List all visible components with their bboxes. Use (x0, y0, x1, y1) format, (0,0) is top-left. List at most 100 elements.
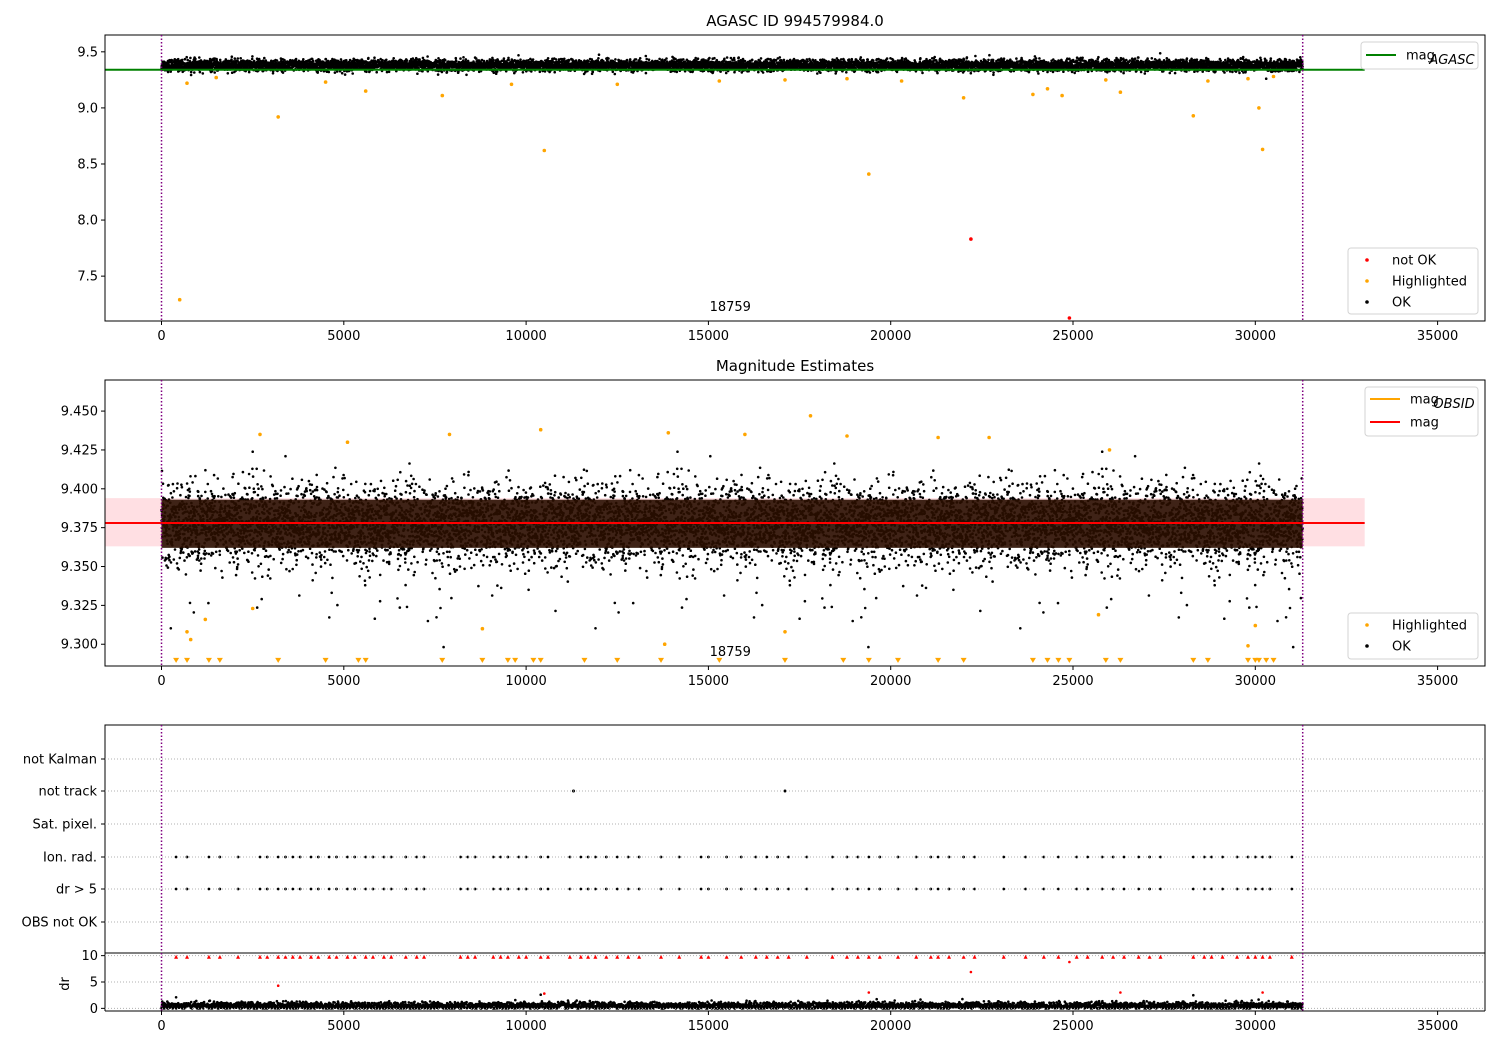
ok-point (665, 57, 668, 60)
ok-point (474, 57, 478, 60)
ok-point (230, 55, 234, 58)
ok-point (340, 71, 344, 75)
ok-point (283, 58, 286, 62)
ok-point (348, 58, 352, 62)
ok-point (219, 60, 222, 64)
ok-point (546, 57, 550, 60)
ok-point (645, 57, 648, 61)
ok-point (333, 71, 337, 74)
ok-point (708, 56, 711, 60)
ok-point (294, 57, 298, 61)
ok-point (426, 55, 429, 58)
ok-point (625, 58, 629, 62)
ok-point (778, 56, 782, 59)
ok-point (324, 57, 328, 61)
ok-point (311, 60, 315, 63)
ok-point (531, 58, 535, 61)
ok-point (551, 60, 555, 64)
ok-point (183, 57, 187, 61)
ok-point (247, 70, 251, 74)
ok-point (725, 56, 729, 59)
ok-point (360, 58, 364, 61)
ok-point (343, 73, 347, 76)
ok-point (194, 57, 197, 61)
ok-point (459, 57, 462, 60)
ok-point (236, 57, 240, 60)
ok-point (713, 56, 716, 60)
ok-point (613, 72, 617, 76)
ok-point (373, 56, 376, 59)
ok-point (242, 59, 245, 63)
ok-point (226, 72, 230, 75)
ok-point (733, 58, 736, 62)
ok-point (180, 58, 184, 62)
ok-point (554, 58, 558, 61)
ok-point (387, 70, 391, 74)
ok-point (759, 57, 763, 60)
ok-point (696, 57, 700, 60)
ok-point (186, 58, 189, 62)
ok-point (694, 56, 697, 60)
ok-point (465, 73, 468, 77)
ok-point (263, 56, 266, 60)
ok-point (563, 57, 566, 61)
ok-point (230, 71, 234, 74)
ok-point (375, 70, 379, 74)
ok-point (189, 56, 192, 60)
ok-point (381, 58, 384, 62)
ok-point (302, 58, 305, 61)
ok-point (737, 56, 740, 59)
ok-point (750, 58, 754, 62)
ok-point (597, 57, 600, 60)
ok-point (392, 57, 396, 60)
ok-point (185, 55, 188, 59)
ok-point (335, 70, 339, 73)
ok-point (236, 59, 239, 63)
ok-point (788, 58, 792, 62)
ok-point (233, 57, 237, 60)
ok-point (193, 71, 196, 74)
ok-point (628, 58, 632, 61)
ok-point (345, 59, 348, 62)
ok-point (251, 55, 254, 58)
ok-point (213, 71, 216, 74)
ok-point (492, 58, 495, 62)
ok-point (351, 72, 355, 75)
ok-point (271, 72, 275, 75)
ok-point (644, 71, 648, 75)
ok-point (757, 70, 760, 74)
ok-point (405, 59, 409, 62)
ok-point (444, 59, 447, 62)
ok-point (723, 57, 726, 61)
ok-point (683, 60, 687, 63)
ok-point (189, 73, 193, 77)
ok-point (502, 57, 506, 60)
marks-layer (105, 52, 1365, 1010)
ok-point (507, 58, 511, 62)
ok-point (611, 70, 615, 74)
ok-point (538, 70, 542, 74)
ok-point (647, 58, 651, 61)
ok-point (257, 57, 261, 61)
ok-point (218, 58, 222, 62)
ok-point (761, 71, 765, 74)
ok-point (567, 59, 571, 62)
ok-point (327, 70, 331, 74)
ok-point (385, 58, 388, 62)
ok-point (553, 70, 556, 74)
ok-point (682, 58, 685, 61)
ok-point (464, 58, 468, 61)
ok-point (454, 56, 458, 60)
ok-point (281, 71, 285, 74)
ok-point (492, 71, 496, 74)
ok-point (607, 57, 610, 60)
ok-point (634, 58, 638, 61)
ok-point (416, 72, 419, 75)
ok-point (644, 54, 648, 58)
ok-point (724, 71, 728, 75)
ok-point (275, 59, 279, 62)
ok-point (462, 56, 465, 59)
ok-point (250, 57, 254, 61)
ok-point (318, 58, 321, 62)
